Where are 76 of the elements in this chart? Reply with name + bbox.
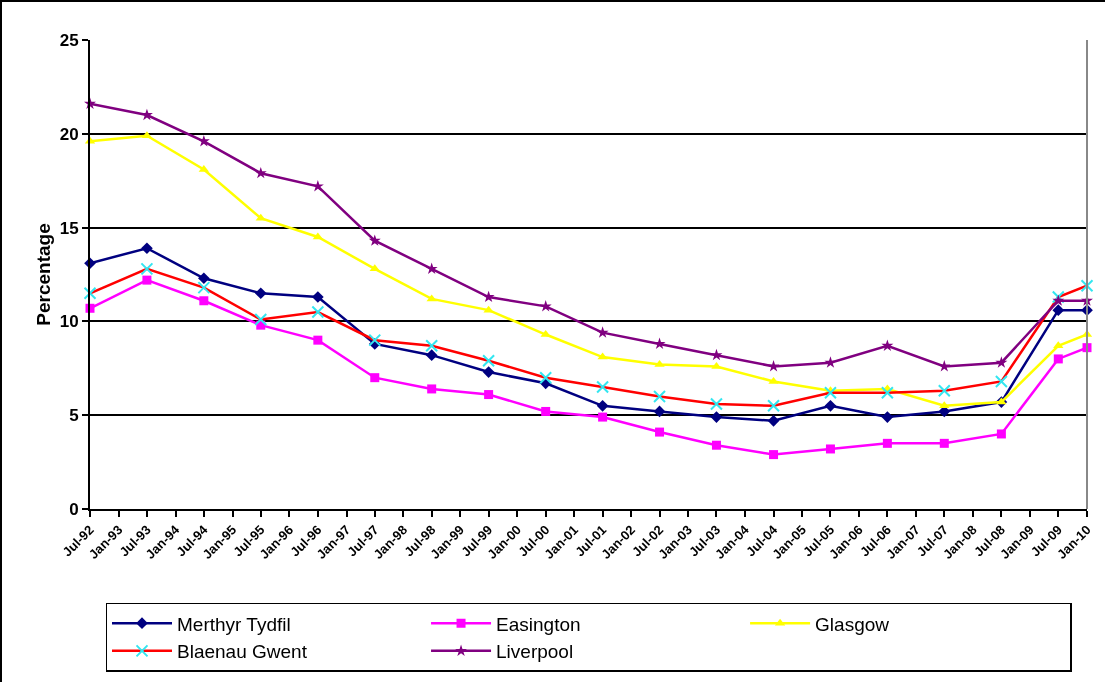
point xyxy=(709,397,723,411)
point xyxy=(426,294,437,302)
point xyxy=(655,427,665,437)
point xyxy=(311,305,325,319)
y-tick-label: 10 xyxy=(59,312,79,332)
point xyxy=(881,339,894,351)
point xyxy=(939,438,949,448)
point xyxy=(199,296,209,306)
point xyxy=(824,399,837,412)
point xyxy=(539,300,552,312)
legend-label: Easington xyxy=(496,613,581,635)
point xyxy=(1053,341,1064,349)
point xyxy=(711,361,722,369)
point xyxy=(653,389,667,403)
point xyxy=(254,166,267,179)
point xyxy=(596,399,609,412)
y-tick-label: 25 xyxy=(59,30,79,50)
point xyxy=(1080,279,1094,293)
point xyxy=(767,360,780,372)
y-tick-label: 20 xyxy=(59,124,79,144)
point xyxy=(825,444,835,454)
point xyxy=(996,429,1006,439)
point xyxy=(197,281,211,295)
point xyxy=(596,326,609,338)
point xyxy=(254,313,268,327)
point xyxy=(370,373,380,383)
point xyxy=(141,242,153,255)
point xyxy=(995,356,1008,368)
point xyxy=(254,287,267,300)
point xyxy=(767,414,780,427)
point xyxy=(1052,294,1065,306)
point xyxy=(653,405,666,418)
y-axis-title: Percentage xyxy=(33,223,55,326)
point xyxy=(939,401,950,409)
point xyxy=(140,262,154,276)
point xyxy=(313,335,323,345)
legend-label: Merthyr Tydfil xyxy=(177,613,291,635)
point xyxy=(541,406,551,416)
point xyxy=(994,374,1008,388)
point xyxy=(710,411,723,423)
legend-label: Blaenau Gwent xyxy=(177,641,308,663)
point xyxy=(83,286,97,300)
point xyxy=(882,438,892,448)
legend-label: Glasgow xyxy=(815,613,890,635)
point xyxy=(539,371,553,385)
point xyxy=(769,450,779,460)
point xyxy=(768,376,779,384)
point xyxy=(1052,304,1065,316)
point xyxy=(823,386,837,400)
point xyxy=(711,440,721,450)
y-tick-label: 15 xyxy=(59,218,79,238)
point xyxy=(1051,290,1065,304)
point xyxy=(880,386,894,400)
point xyxy=(197,272,210,285)
y-tick-label: 5 xyxy=(69,406,79,426)
point xyxy=(425,262,438,274)
point xyxy=(482,354,496,368)
point xyxy=(1053,354,1063,364)
point xyxy=(425,349,438,362)
point xyxy=(425,339,439,353)
legend-label: Liverpool xyxy=(496,641,574,663)
point xyxy=(142,275,152,285)
point xyxy=(369,264,380,272)
point xyxy=(767,399,781,413)
point xyxy=(482,290,495,303)
point xyxy=(596,380,610,394)
point xyxy=(598,412,608,422)
point xyxy=(937,384,951,398)
y-tick-label: 0 xyxy=(69,499,79,519)
point xyxy=(482,366,495,378)
point xyxy=(881,411,894,423)
point xyxy=(427,384,437,394)
point xyxy=(368,234,381,246)
point xyxy=(368,333,382,347)
point xyxy=(312,291,324,303)
point xyxy=(484,390,494,400)
